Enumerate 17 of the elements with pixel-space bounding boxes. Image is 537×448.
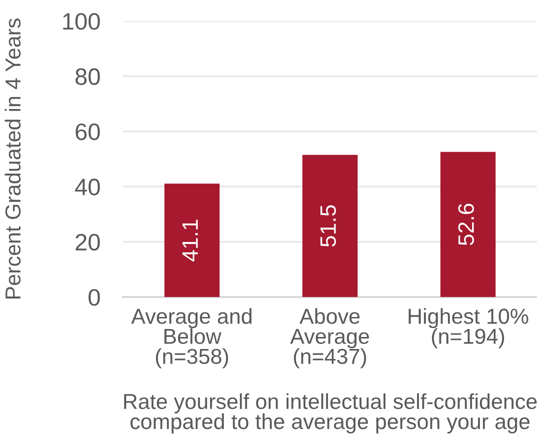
y-tick-label: 60: [76, 123, 100, 140]
y-tick-label: 20: [76, 234, 100, 251]
y-tick-label: 0: [88, 289, 100, 306]
x-axis-title: Rate yourself on intellectual self-confidence compared to the average person your age: [124, 393, 537, 434]
y-tick-label: 80: [76, 68, 100, 85]
y-axis-title: Percent Graduated in 4 Years: [4, 18, 21, 298]
x-tick-label: Above Average (n=437): [290, 308, 369, 368]
x-tick-label: Highest 10% (n=194): [408, 308, 528, 348]
y-tick-label: 100: [63, 13, 100, 30]
bar: [302, 154, 358, 297]
x-tick-label: Average and Below (n=358): [131, 308, 252, 368]
bar: [440, 152, 496, 297]
data-label: 52.6: [458, 204, 474, 246]
bar: [164, 184, 220, 297]
data-label: 41.1: [182, 220, 198, 262]
y-tick-label: 40: [75, 178, 100, 196]
data-label: 51.5: [320, 205, 336, 247]
